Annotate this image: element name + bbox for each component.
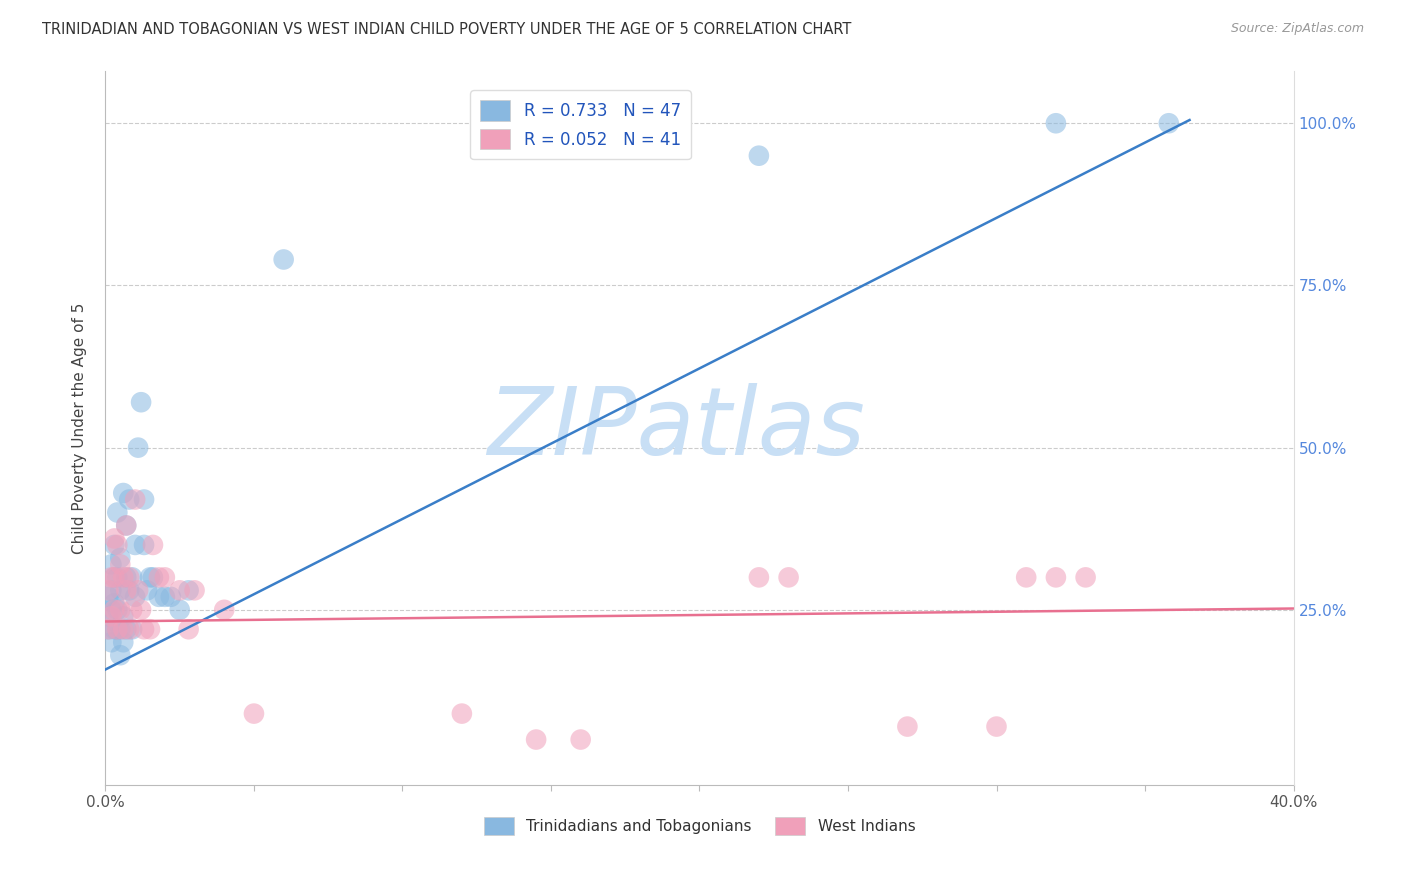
Point xyxy=(132,492,155,507)
Point xyxy=(139,622,162,636)
Point xyxy=(778,570,800,584)
Point xyxy=(450,706,472,721)
Point xyxy=(97,622,120,636)
Point xyxy=(177,622,200,636)
Point xyxy=(1157,116,1180,130)
Point xyxy=(110,550,132,565)
Point xyxy=(1045,116,1067,130)
Point xyxy=(148,590,170,604)
Point xyxy=(105,622,128,636)
Point xyxy=(100,570,122,584)
Point xyxy=(1015,570,1038,584)
Point xyxy=(118,622,141,636)
Point xyxy=(136,583,159,598)
Point xyxy=(118,583,141,598)
Point xyxy=(124,538,146,552)
Text: Source: ZipAtlas.com: Source: ZipAtlas.com xyxy=(1230,22,1364,36)
Point xyxy=(105,603,128,617)
Text: TRINIDADIAN AND TOBAGONIAN VS WEST INDIAN CHILD POVERTY UNDER THE AGE OF 5 CORRE: TRINIDADIAN AND TOBAGONIAN VS WEST INDIA… xyxy=(42,22,852,37)
Point xyxy=(100,583,122,598)
Point xyxy=(110,583,132,598)
Point xyxy=(100,603,122,617)
Point xyxy=(115,570,138,584)
Point xyxy=(112,635,135,649)
Point xyxy=(748,149,770,163)
Point xyxy=(100,558,122,572)
Point xyxy=(121,622,143,636)
Point xyxy=(97,583,120,598)
Point xyxy=(214,603,236,617)
Point xyxy=(118,570,141,584)
Point xyxy=(142,570,165,584)
Point xyxy=(153,570,176,584)
Point xyxy=(112,609,135,624)
Point xyxy=(132,622,155,636)
Y-axis label: Child Poverty Under the Age of 5: Child Poverty Under the Age of 5 xyxy=(72,302,87,554)
Point xyxy=(183,583,205,598)
Point xyxy=(127,441,149,455)
Point xyxy=(524,732,547,747)
Point xyxy=(273,252,295,267)
Point xyxy=(103,532,125,546)
Text: ZIPatlas: ZIPatlas xyxy=(486,383,865,474)
Point xyxy=(129,395,152,409)
Point xyxy=(103,603,125,617)
Point xyxy=(121,603,143,617)
Point xyxy=(110,558,132,572)
Point xyxy=(142,538,165,552)
Point xyxy=(103,622,125,636)
Point xyxy=(112,570,135,584)
Point xyxy=(132,538,155,552)
Point xyxy=(124,590,146,604)
Point xyxy=(569,732,592,747)
Point xyxy=(115,518,138,533)
Point xyxy=(169,603,191,617)
Point xyxy=(148,570,170,584)
Point xyxy=(177,583,200,598)
Point xyxy=(986,720,1008,734)
Point xyxy=(1074,570,1097,584)
Point xyxy=(100,635,122,649)
Point xyxy=(100,609,122,624)
Point xyxy=(139,570,162,584)
Point xyxy=(115,518,138,533)
Point xyxy=(110,603,132,617)
Point xyxy=(105,570,128,584)
Legend: Trinidadians and Tobagonians, West Indians: Trinidadians and Tobagonians, West India… xyxy=(478,811,921,841)
Point xyxy=(1045,570,1067,584)
Point xyxy=(97,609,120,624)
Point xyxy=(169,583,191,598)
Point xyxy=(112,622,135,636)
Point xyxy=(127,583,149,598)
Point xyxy=(115,583,138,598)
Point xyxy=(103,570,125,584)
Point xyxy=(115,622,138,636)
Point xyxy=(103,570,125,584)
Point xyxy=(110,648,132,663)
Point xyxy=(118,492,141,507)
Point xyxy=(97,590,120,604)
Point xyxy=(159,590,181,604)
Point xyxy=(129,603,152,617)
Point xyxy=(748,570,770,584)
Point xyxy=(103,596,125,610)
Point xyxy=(105,622,128,636)
Point xyxy=(243,706,266,721)
Point xyxy=(153,590,176,604)
Point xyxy=(121,570,143,584)
Point xyxy=(105,506,128,520)
Point xyxy=(105,538,128,552)
Point xyxy=(896,720,918,734)
Point xyxy=(112,486,135,500)
Point xyxy=(110,622,132,636)
Point xyxy=(124,492,146,507)
Point xyxy=(97,622,120,636)
Point xyxy=(103,538,125,552)
